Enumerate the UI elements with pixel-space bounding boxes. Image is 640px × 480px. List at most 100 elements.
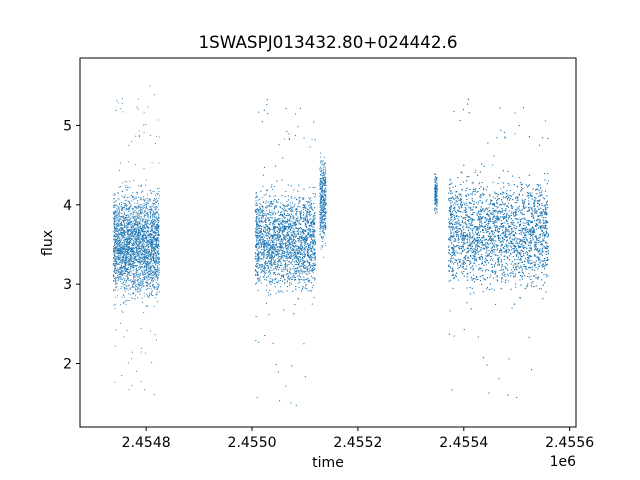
data-point	[141, 230, 143, 232]
data-point	[115, 212, 117, 214]
data-point	[143, 233, 146, 235]
data-point	[131, 194, 133, 196]
data-point	[135, 207, 137, 209]
data-point	[137, 205, 139, 207]
data-point	[139, 273, 141, 275]
data-point	[124, 203, 126, 205]
data-point	[120, 217, 122, 219]
data-point	[151, 290, 153, 292]
data-point	[115, 269, 118, 271]
data-point	[158, 191, 160, 193]
data-point	[117, 250, 119, 252]
data-point	[158, 291, 160, 293]
data-point	[119, 257, 121, 259]
data-point	[128, 216, 130, 218]
data-point	[140, 265, 143, 268]
data-point	[158, 263, 160, 266]
data-point	[149, 292, 151, 294]
data-point	[141, 225, 143, 227]
data-point	[141, 211, 143, 213]
data-point	[139, 274, 142, 276]
data-point	[148, 248, 150, 251]
data-point	[308, 196, 310, 199]
data-point	[131, 233, 133, 235]
data-point	[124, 245, 126, 247]
data-point	[133, 270, 135, 272]
data-point	[135, 289, 137, 291]
data-point	[140, 219, 142, 222]
data-point	[140, 223, 142, 225]
data-point	[122, 256, 124, 258]
data-point	[143, 241, 145, 243]
data-point	[148, 278, 150, 280]
data-point	[291, 209, 294, 211]
data-point	[131, 227, 133, 229]
data-point	[114, 260, 116, 262]
data-point	[155, 211, 157, 213]
data-point	[145, 273, 147, 275]
data-point	[137, 287, 139, 289]
data-point	[127, 285, 129, 287]
data-point	[115, 217, 117, 219]
data-point	[118, 215, 120, 217]
data-point	[128, 144, 130, 146]
data-point	[254, 204, 256, 206]
data-point	[131, 205, 133, 207]
data-point	[123, 206, 126, 208]
data-point	[118, 278, 120, 281]
data-point	[114, 258, 116, 260]
data-point	[114, 345, 116, 347]
data-point	[124, 204, 126, 207]
data-point	[149, 251, 151, 253]
data-point	[158, 248, 160, 250]
data-point	[157, 226, 159, 228]
data-point	[121, 245, 123, 247]
data-point	[150, 256, 152, 258]
data-point	[140, 206, 142, 208]
data-point	[140, 237, 142, 239]
data-point	[149, 294, 151, 296]
data-point	[116, 295, 119, 297]
data-point	[150, 134, 152, 136]
data-point	[147, 200, 149, 202]
data-point	[114, 268, 116, 270]
data-point	[133, 245, 135, 247]
data-point	[129, 265, 131, 267]
data-point	[153, 94, 155, 96]
data-point	[147, 230, 149, 232]
data-point	[147, 234, 149, 236]
data-point	[122, 203, 124, 205]
data-point	[117, 280, 119, 282]
data-point	[130, 264, 133, 266]
data-point	[149, 233, 151, 236]
data-point	[138, 185, 140, 187]
data-point	[139, 206, 141, 209]
data-point	[127, 276, 129, 278]
data-point	[137, 264, 139, 266]
data-point	[158, 234, 160, 236]
data-point	[127, 251, 129, 253]
data-point	[153, 287, 156, 290]
data-point	[151, 228, 153, 230]
data-point	[139, 261, 141, 263]
data-point	[120, 322, 122, 324]
data-point	[141, 228, 143, 230]
data-point	[152, 260, 154, 262]
data-point	[114, 250, 116, 252]
data-point	[121, 98, 124, 100]
data-point	[277, 274, 279, 276]
data-point	[145, 252, 147, 254]
data-point	[156, 250, 158, 252]
data-point	[113, 202, 115, 204]
data-point	[127, 253, 130, 255]
data-point	[273, 195, 275, 197]
data-point	[123, 259, 125, 261]
data-point	[123, 244, 126, 246]
data-point	[154, 206, 156, 208]
data-point	[129, 219, 131, 221]
data-point	[126, 279, 128, 281]
data-point	[127, 261, 129, 263]
data-point	[114, 239, 116, 241]
data-point	[117, 245, 119, 247]
